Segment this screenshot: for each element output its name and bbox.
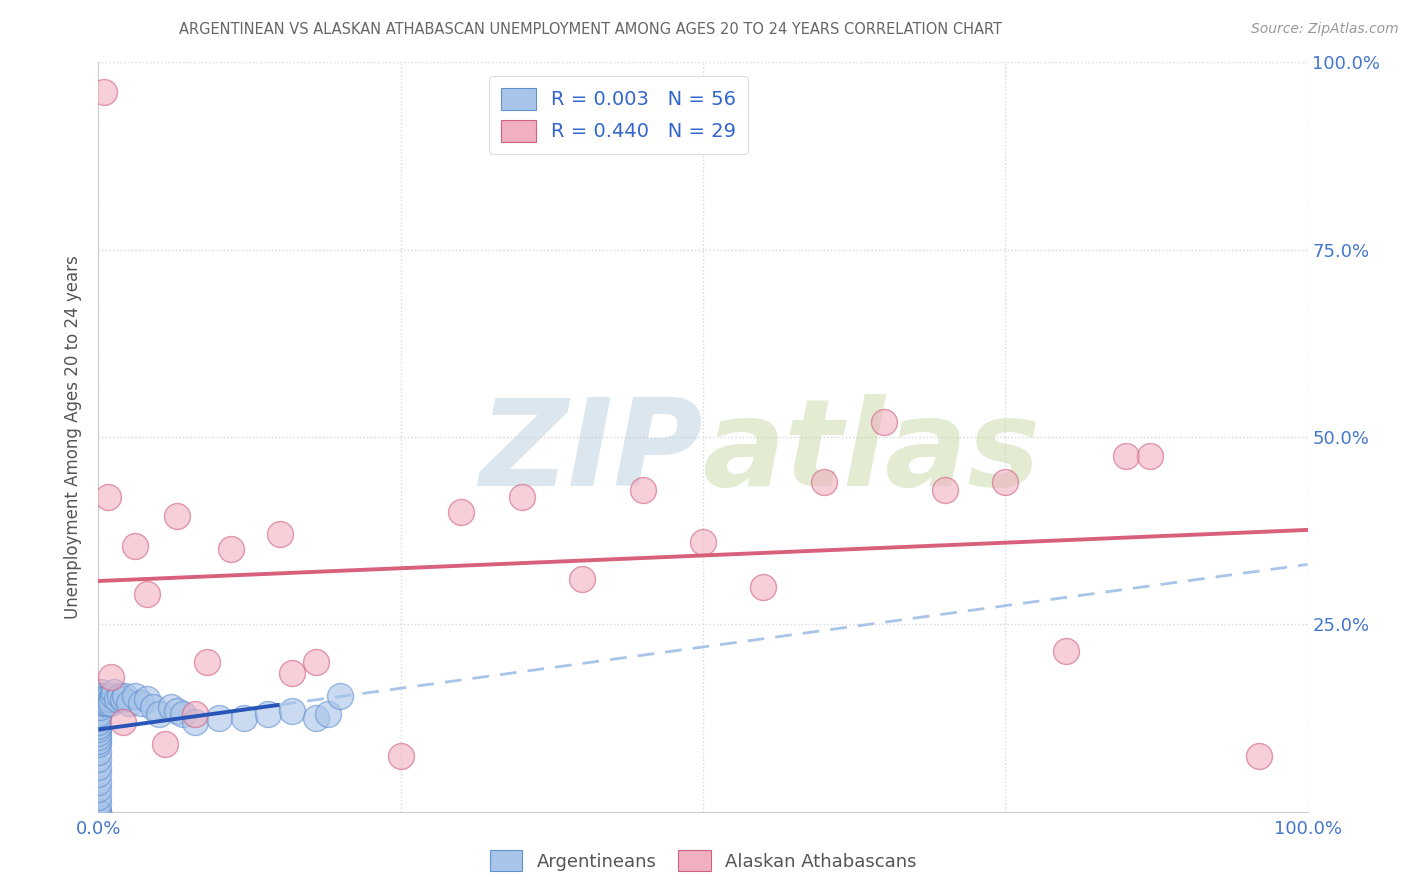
Point	[221, 542, 243, 557]
Point	[87, 711, 110, 725]
Point	[153, 737, 176, 751]
Point	[994, 475, 1017, 489]
Point	[87, 707, 110, 722]
Point	[135, 692, 157, 706]
Point	[100, 670, 122, 684]
Point	[305, 711, 328, 725]
Point	[87, 733, 110, 747]
Point	[195, 655, 218, 669]
Point	[101, 689, 124, 703]
Point	[87, 718, 110, 732]
Point	[118, 696, 141, 710]
Point	[873, 415, 896, 429]
Point	[87, 745, 110, 759]
Point	[1139, 449, 1161, 463]
Point	[142, 699, 165, 714]
Point	[89, 692, 111, 706]
Point	[91, 689, 114, 703]
Point	[87, 723, 110, 737]
Point	[91, 692, 114, 706]
Point	[87, 805, 110, 819]
Point	[111, 692, 134, 706]
Point	[752, 580, 775, 594]
Point	[87, 760, 110, 774]
Point	[172, 707, 194, 722]
Point	[87, 797, 110, 812]
Point	[124, 539, 146, 553]
Point	[108, 689, 131, 703]
Point	[1115, 449, 1137, 463]
Text: atlas: atlas	[703, 393, 1040, 510]
Point	[94, 696, 117, 710]
Point	[450, 505, 472, 519]
Point	[510, 490, 533, 504]
Point	[571, 573, 593, 587]
Point	[87, 726, 110, 740]
Point	[135, 587, 157, 601]
Point	[103, 685, 125, 699]
Y-axis label: Unemployment Among Ages 20 to 24 years: Unemployment Among Ages 20 to 24 years	[65, 255, 83, 619]
Text: ZIP: ZIP	[479, 393, 703, 510]
Point	[96, 692, 118, 706]
Point	[166, 508, 188, 523]
Point	[87, 782, 110, 797]
Point	[160, 699, 183, 714]
Point	[105, 692, 128, 706]
Point	[87, 774, 110, 789]
Point	[184, 714, 207, 729]
Point	[100, 696, 122, 710]
Point	[111, 714, 134, 729]
Point	[89, 699, 111, 714]
Point	[316, 707, 339, 722]
Point	[1249, 748, 1271, 763]
Point	[208, 711, 231, 725]
Point	[232, 711, 254, 725]
Point	[934, 483, 956, 497]
Point	[184, 707, 207, 722]
Point	[87, 730, 110, 744]
Point	[90, 689, 112, 703]
Point	[166, 704, 188, 718]
Point	[281, 666, 304, 681]
Legend: Argentineans, Alaskan Athabascans: Argentineans, Alaskan Athabascans	[482, 843, 924, 879]
Point	[93, 86, 115, 100]
Point	[100, 692, 122, 706]
Point	[90, 685, 112, 699]
Point	[87, 752, 110, 766]
Point	[87, 714, 110, 729]
Point	[631, 483, 654, 497]
Point	[97, 696, 120, 710]
Point	[93, 692, 115, 706]
Point	[87, 789, 110, 804]
Point	[305, 655, 328, 669]
Point	[269, 527, 291, 541]
Point	[148, 707, 170, 722]
Point	[97, 490, 120, 504]
Point	[87, 737, 110, 751]
Point	[281, 704, 304, 718]
Point	[124, 689, 146, 703]
Point	[256, 707, 278, 722]
Point	[87, 767, 110, 781]
Point	[329, 689, 352, 703]
Point	[129, 696, 152, 710]
Point	[114, 689, 136, 703]
Text: ARGENTINEAN VS ALASKAN ATHABASCAN UNEMPLOYMENT AMONG AGES 20 TO 24 YEARS CORRELA: ARGENTINEAN VS ALASKAN ATHABASCAN UNEMPL…	[179, 22, 1002, 37]
Point	[87, 805, 110, 819]
Legend: R = 0.003   N = 56, R = 0.440   N = 29: R = 0.003 N = 56, R = 0.440 N = 29	[489, 76, 748, 154]
Point	[1054, 643, 1077, 657]
Text: Source: ZipAtlas.com: Source: ZipAtlas.com	[1251, 22, 1399, 37]
Point	[813, 475, 835, 489]
Point	[389, 748, 412, 763]
Point	[91, 696, 114, 710]
Point	[87, 805, 110, 819]
Point	[692, 535, 714, 549]
